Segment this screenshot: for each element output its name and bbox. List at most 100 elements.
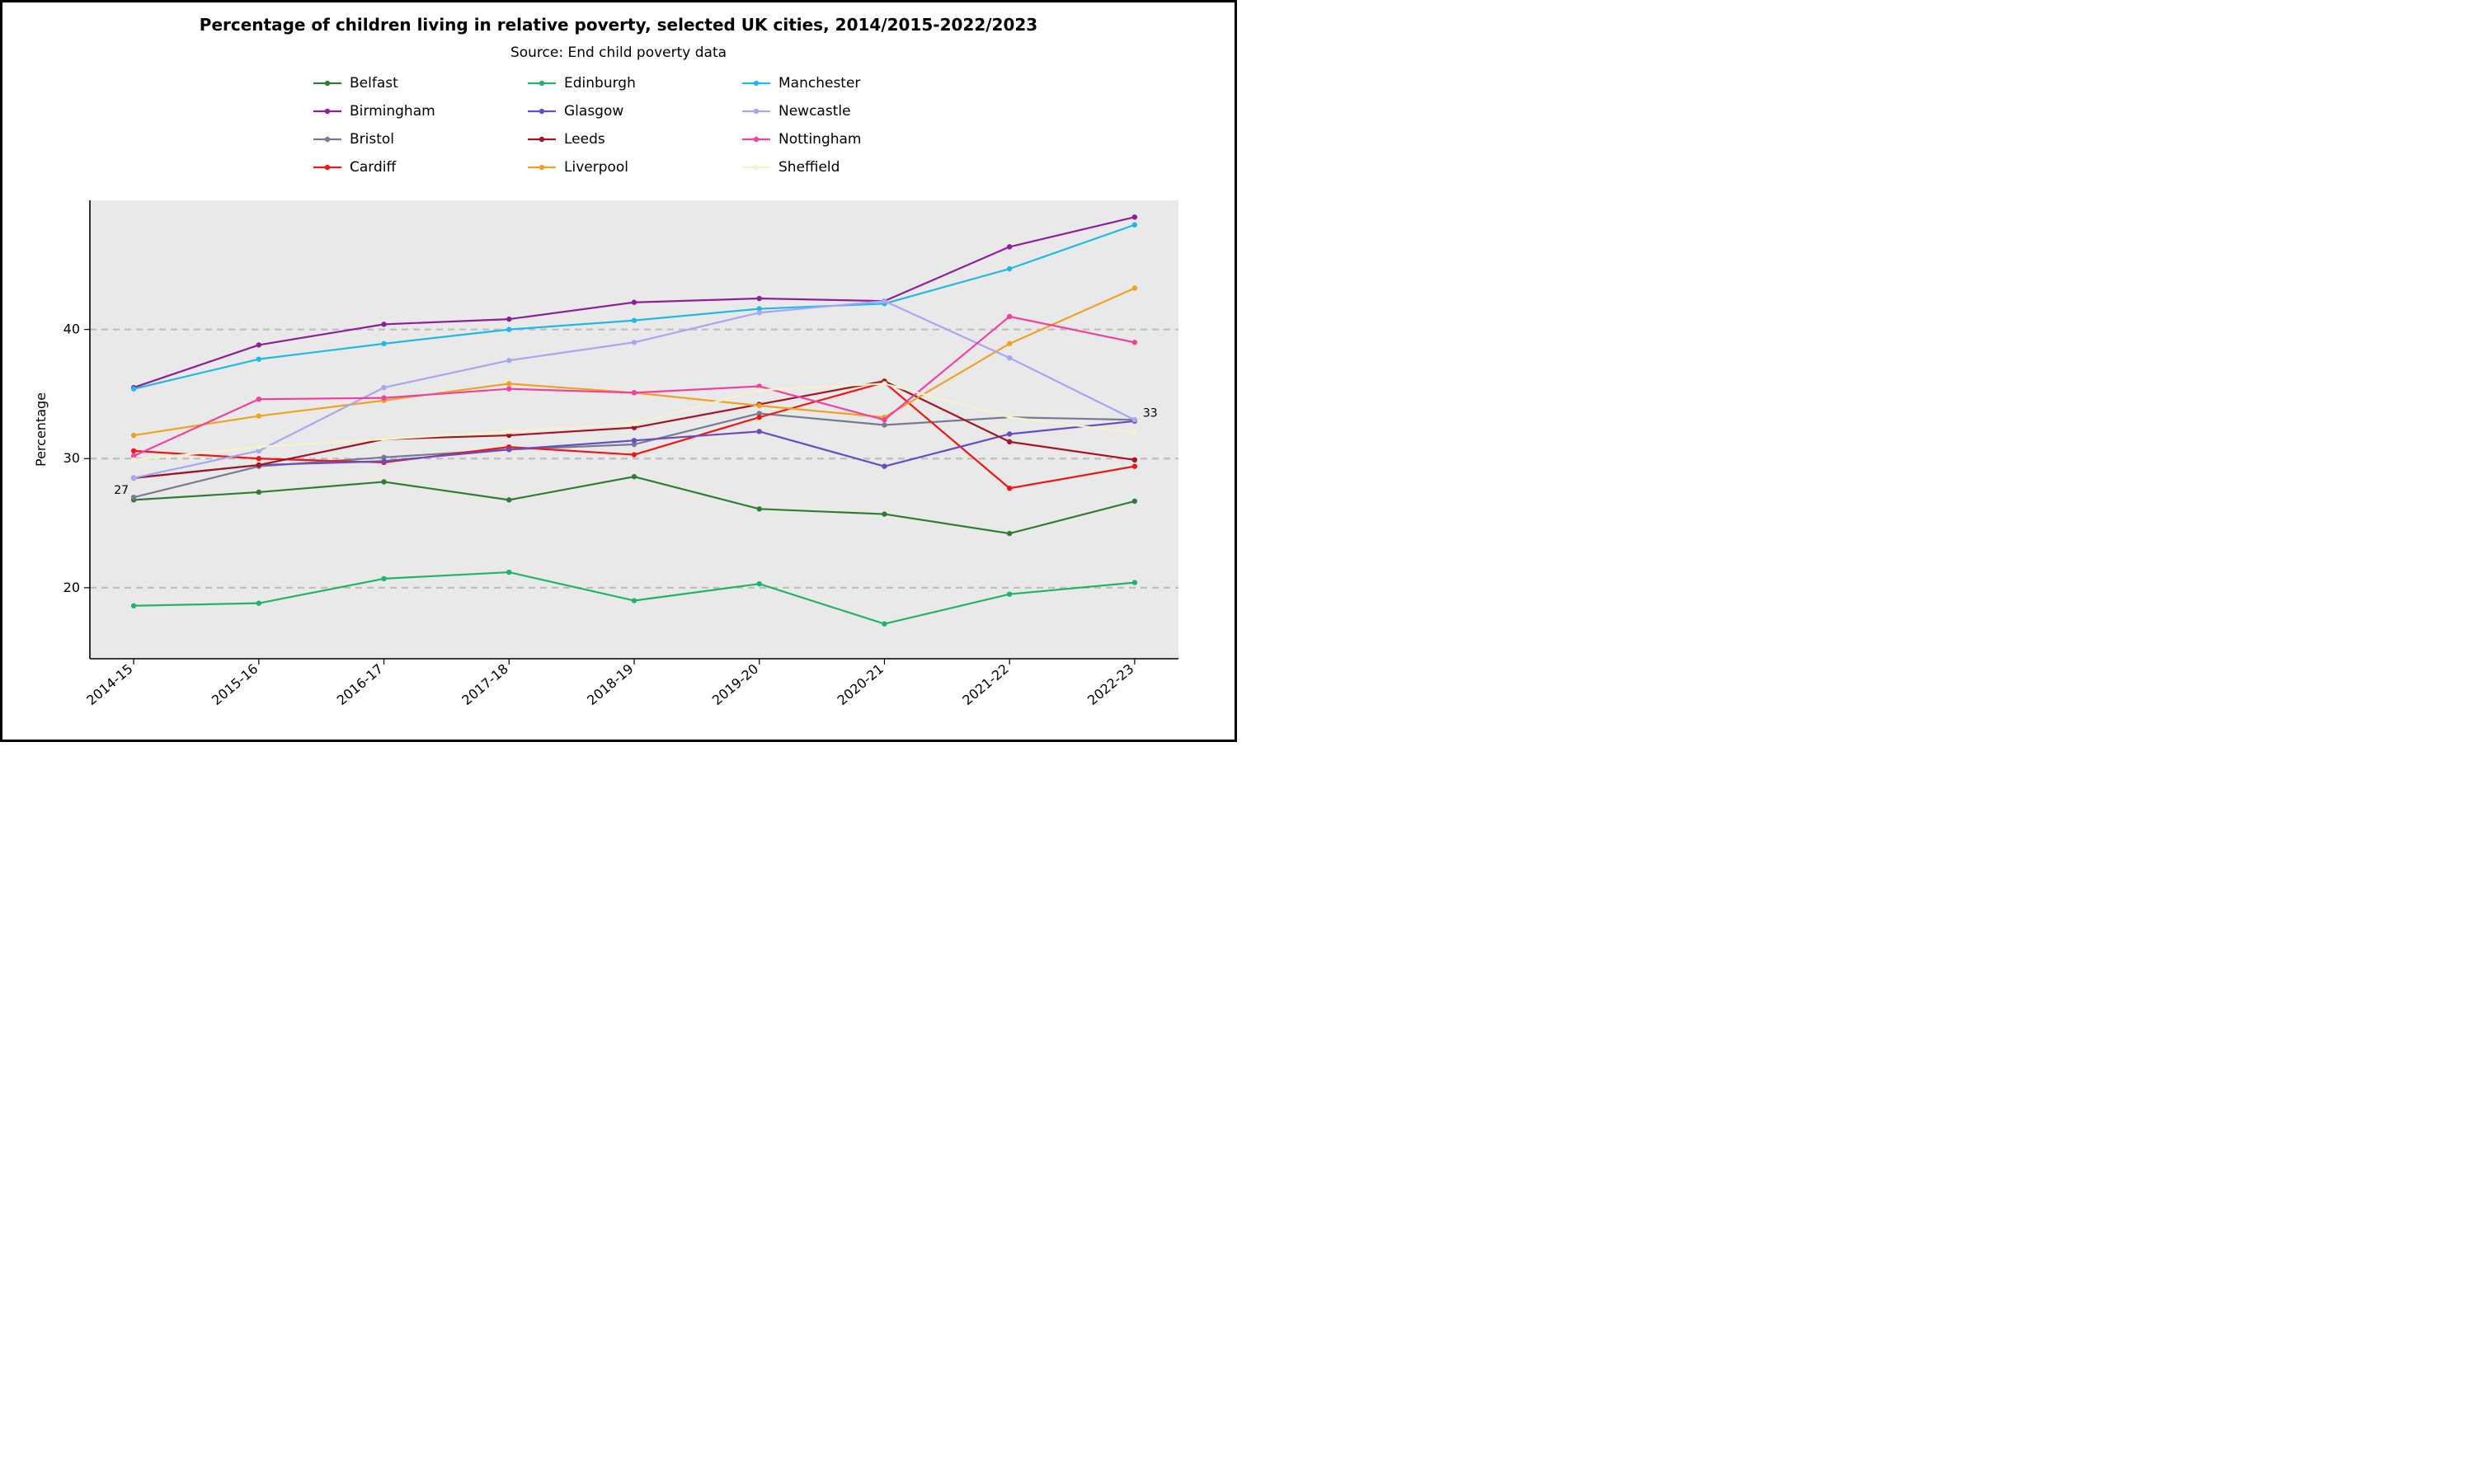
series-marker xyxy=(1007,439,1012,444)
series-marker xyxy=(256,600,261,605)
xtick-label: 2016-17 xyxy=(334,661,386,709)
xtick-label-group: 2017-18 xyxy=(459,661,510,709)
xtick-label-group: 2021-22 xyxy=(959,661,1011,709)
legend-label: Liverpool xyxy=(564,159,628,176)
legend-label: Glasgow xyxy=(564,103,623,120)
series-marker xyxy=(882,298,887,303)
legend-swatch-marker xyxy=(754,109,759,114)
legend-label: Cardiff xyxy=(350,159,397,176)
series-marker xyxy=(1132,214,1137,219)
legend-label: Newcastle xyxy=(778,103,851,120)
series-marker xyxy=(256,463,261,467)
series-marker xyxy=(1007,415,1012,420)
series-marker xyxy=(506,358,511,363)
series-marker xyxy=(131,603,136,608)
series-marker xyxy=(1132,463,1137,468)
series-marker xyxy=(506,386,511,391)
legend-swatch-marker xyxy=(539,165,544,170)
chart-svg: 2030402014-152015-162016-172017-182018-1… xyxy=(2,2,1235,740)
legend-label: Birmingham xyxy=(350,103,435,120)
series-marker xyxy=(882,622,887,627)
series-marker xyxy=(632,340,637,345)
xtick-label: 2014-15 xyxy=(83,661,135,709)
series-marker xyxy=(381,322,386,326)
legend-label: Belfast xyxy=(350,75,398,92)
legend-swatch-marker xyxy=(754,165,759,170)
ytick-label: 30 xyxy=(63,450,80,466)
legend-swatch-marker xyxy=(325,137,330,142)
series-marker xyxy=(1007,244,1012,249)
xtick-label: 2019-20 xyxy=(709,661,761,709)
series-marker xyxy=(632,390,637,395)
series-marker xyxy=(381,479,386,484)
xtick-label: 2017-18 xyxy=(459,661,510,709)
series-marker xyxy=(757,387,762,392)
series-marker xyxy=(1007,266,1012,271)
legend-label: Edinburgh xyxy=(564,75,636,92)
series-marker xyxy=(506,447,511,452)
xtick-label-group: 2019-20 xyxy=(709,661,761,709)
series-marker xyxy=(1132,499,1137,504)
series-marker xyxy=(131,458,136,463)
series-marker xyxy=(131,433,136,438)
xtick-label: 2018-19 xyxy=(584,661,636,709)
xtick-label-group: 2014-15 xyxy=(83,661,135,709)
end-label: 27 xyxy=(114,484,129,497)
series-marker xyxy=(506,570,511,575)
legend-label: Sheffield xyxy=(778,159,840,176)
end-label: 33 xyxy=(1143,406,1158,420)
legend-swatch-marker xyxy=(325,165,330,170)
series-marker xyxy=(632,474,637,479)
series-marker xyxy=(381,437,386,442)
series-marker xyxy=(1007,591,1012,596)
legend-swatch-marker xyxy=(754,81,759,86)
series-marker xyxy=(632,598,637,603)
series-marker xyxy=(381,458,386,463)
series-marker xyxy=(632,452,637,457)
series-marker xyxy=(882,511,887,516)
series-marker xyxy=(1132,430,1137,435)
series-marker xyxy=(882,463,887,468)
legend-label: Bristol xyxy=(350,131,394,148)
series-marker xyxy=(256,490,261,495)
series-marker xyxy=(757,581,762,586)
series-marker xyxy=(131,386,136,391)
legend-swatch-marker xyxy=(539,137,544,142)
xtick-label: 2015-16 xyxy=(209,661,261,709)
series-marker xyxy=(632,438,637,443)
series-marker xyxy=(757,506,762,511)
series-marker xyxy=(757,403,762,408)
legend-swatch-marker xyxy=(539,81,544,86)
xtick-label-group: 2022-23 xyxy=(1084,661,1136,709)
chart-subtitle: Source: End child poverty data xyxy=(510,45,727,61)
series-marker xyxy=(1007,341,1012,346)
series-marker xyxy=(131,476,136,481)
series-marker xyxy=(506,497,511,502)
series-marker xyxy=(381,341,386,346)
xtick-label-group: 2015-16 xyxy=(209,661,261,709)
series-marker xyxy=(1132,340,1137,345)
series-marker xyxy=(757,429,762,434)
series-marker xyxy=(882,417,887,422)
series-marker xyxy=(882,381,887,386)
legend-swatch-marker xyxy=(754,137,759,142)
series-marker xyxy=(632,300,637,305)
chart-title: Percentage of children living in relativ… xyxy=(200,15,1037,35)
chart-frame: 2030402014-152015-162016-172017-182018-1… xyxy=(0,0,1237,742)
series-marker xyxy=(757,296,762,301)
series-marker xyxy=(256,342,261,347)
xtick-label-group: 2016-17 xyxy=(334,661,386,709)
xtick-label: 2022-23 xyxy=(1084,661,1136,709)
ytick-label: 40 xyxy=(63,322,80,337)
series-marker xyxy=(256,413,261,418)
series-marker xyxy=(632,317,637,322)
series-marker xyxy=(256,444,261,449)
series-marker xyxy=(1007,531,1012,536)
series-marker xyxy=(1007,314,1012,319)
series-marker xyxy=(131,495,136,500)
series-marker xyxy=(256,456,261,461)
series-marker xyxy=(506,326,511,331)
series-marker xyxy=(256,356,261,361)
series-marker xyxy=(1007,355,1012,360)
legend-label: Manchester xyxy=(778,75,860,92)
